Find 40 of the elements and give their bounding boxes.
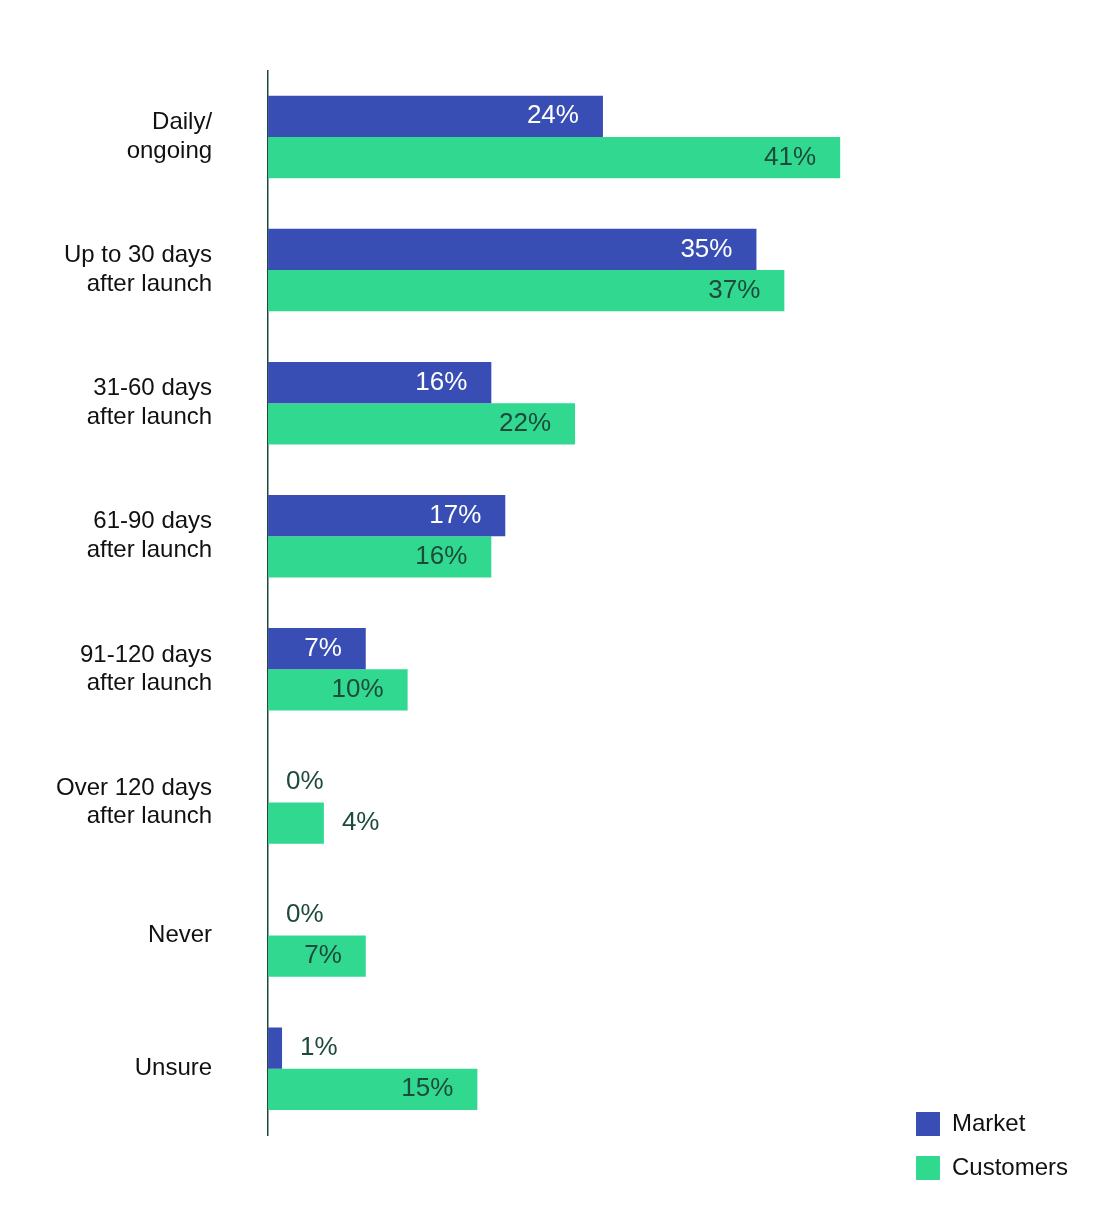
data-label: 1% — [300, 1031, 338, 1062]
y-tick-label: Unsure — [134, 1053, 213, 1081]
data-label: 17% — [429, 498, 482, 529]
y-tick-label: Over 120 days after launch — [55, 772, 213, 829]
data-label: 7% — [304, 939, 342, 970]
y-tick-label: Daily/ ongoing — [126, 107, 213, 163]
data-label: 10% — [331, 673, 384, 704]
data-label: 24% — [526, 99, 579, 130]
data-label: 35% — [680, 232, 733, 263]
bar — [268, 1027, 283, 1069]
bar — [268, 669, 408, 711]
legend-label: Customers — [951, 1152, 1068, 1180]
bar — [268, 403, 576, 445]
bar — [268, 95, 603, 137]
bar — [268, 1068, 478, 1110]
data-label: 41% — [764, 140, 817, 171]
data-label: 16% — [415, 540, 468, 571]
bar — [268, 136, 841, 179]
bar — [268, 494, 506, 537]
y-tick-label: 61-90 days after launch — [86, 506, 213, 563]
y-tick-label: 31-60 days after launch — [86, 373, 213, 430]
data-label: 0% — [286, 898, 324, 929]
data-label: 7% — [304, 631, 342, 662]
data-label: 15% — [401, 1072, 454, 1103]
bar — [268, 361, 492, 404]
bar — [268, 628, 366, 670]
data-label: 0% — [286, 764, 324, 795]
y-tick-label: Never — [148, 920, 213, 948]
y-tick-label: 91-120 days after launch — [79, 639, 213, 696]
legend-label: Market — [951, 1108, 1026, 1136]
bar — [268, 536, 492, 578]
data-label: 16% — [415, 365, 468, 396]
bar — [268, 270, 785, 312]
data-label: 22% — [499, 406, 552, 437]
data-label: 37% — [708, 273, 761, 304]
bar — [268, 802, 324, 844]
bar — [268, 935, 366, 977]
bar — [268, 228, 757, 271]
data-label: 4% — [341, 806, 380, 837]
y-tick-label: Up to 30 days after launch — [63, 240, 213, 297]
